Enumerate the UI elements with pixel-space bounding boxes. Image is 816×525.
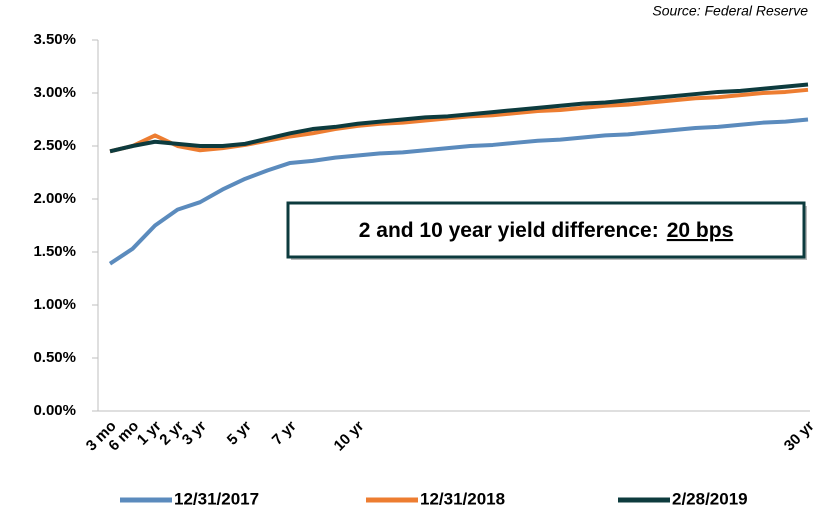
y-tick-label: 0.50% xyxy=(33,349,76,366)
source-note: Source: Federal Reserve xyxy=(652,3,808,19)
legend-label: 12/31/2018 xyxy=(420,489,505,508)
series-line xyxy=(108,117,809,266)
annotation-text: 2 and 10 year yield difference: xyxy=(359,219,659,242)
annotation-box xyxy=(286,201,806,259)
y-tick-label: 3.00% xyxy=(33,84,76,101)
x-tick-label: 3 yr xyxy=(179,418,210,449)
y-tick-label: 1.50% xyxy=(33,243,76,260)
y-tick-label: 2.00% xyxy=(33,190,76,207)
x-tick-label: 5 yr xyxy=(224,418,255,449)
x-tick-label: 7 yr xyxy=(269,418,300,449)
y-tick-label: 0.00% xyxy=(33,402,76,419)
x-tick-label: 10 yr xyxy=(331,418,368,455)
y-tick-label: 1.00% xyxy=(33,296,76,313)
x-tick-label: 30 yr xyxy=(781,418,816,455)
legend-label: 12/31/2017 xyxy=(174,489,259,508)
series-line xyxy=(109,87,809,154)
legend-label: 2/28/2019 xyxy=(672,489,748,508)
y-tick-label: 2.50% xyxy=(33,137,76,154)
annotation-value: 20 bps xyxy=(667,219,734,242)
series-line xyxy=(109,82,809,154)
y-tick-label: 3.50% xyxy=(33,31,76,48)
annotation: 2 and 10 year yield difference: 20 bps xyxy=(359,219,734,242)
